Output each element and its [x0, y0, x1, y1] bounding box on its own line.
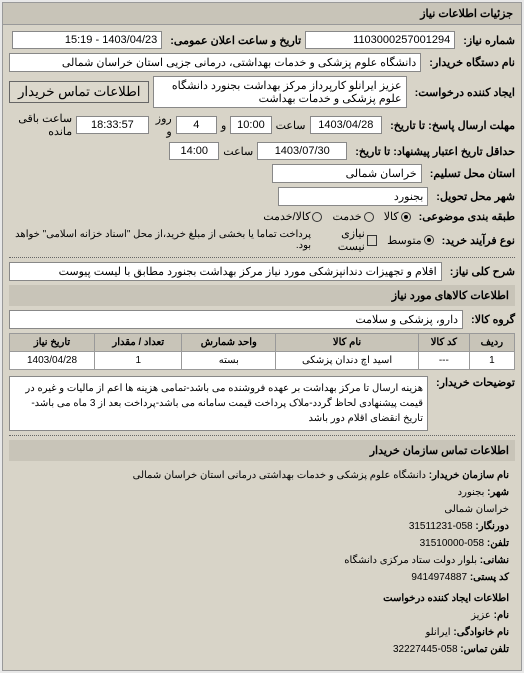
province-label: استان محل تسلیم: — [426, 167, 515, 180]
creator-subtitle: اطلاعات ایجاد کننده درخواست — [15, 590, 509, 607]
contact-info: نام سازمان خریدار: دانشگاه علوم پزشکی و … — [9, 461, 515, 664]
table-header-row: ردیف کد کالا نام کالا واحد شمارش تعداد /… — [10, 334, 515, 352]
row-subject-type: طبقه بندی موضوعی: کالا خدمت کالا/خدمت — [9, 210, 515, 223]
check-none[interactable]: نیازی نیست — [315, 227, 377, 253]
contact-title: اطلاعات تماس سازمان خریدار — [9, 440, 515, 461]
row-notes: توضیحات خریدار: هزینه ارسال تا مرکز بهدا… — [9, 376, 515, 431]
goods-table: ردیف کد کالا نام کالا واحد شمارش تعداد /… — [9, 333, 515, 370]
panel-title: جزئیات اطلاعات نیاز — [3, 3, 521, 25]
radio-khedmat[interactable]: خدمت — [332, 210, 373, 223]
validity-date: 1403/07/30 — [257, 142, 347, 160]
col-unit: واحد شمارش — [182, 334, 276, 352]
announce-field: 1403/04/23 - 15:19 — [12, 31, 162, 49]
row-creator: ایجاد کننده درخواست: عزیز ایرانلو کارپرد… — [9, 76, 515, 108]
process-label: نوع فرآیند خرید: — [438, 234, 515, 247]
creator-field: عزیز ایرانلو کارپرداز مرکز بهداشت بجنورد… — [153, 76, 406, 108]
main-panel: جزئیات اطلاعات نیاز شماره نیاز: 11030002… — [2, 2, 522, 671]
desc-label: شرح کلی نیاز: — [446, 265, 515, 278]
remain-suffix: ساعت باقی مانده — [9, 112, 72, 138]
col-qty: تعداد / مقدار — [95, 334, 182, 352]
col-row: ردیف — [469, 334, 514, 352]
deadline-label: مهلت ارسال پاسخ: تا تاریخ: — [386, 119, 515, 132]
announce-label: تاریخ و ساعت اعلان عمومی: — [166, 34, 301, 47]
validity-time: 14:00 — [169, 142, 219, 160]
contact-button[interactable]: اطلاعات تماس خریدار — [9, 81, 149, 103]
radio-motevaset[interactable]: متوسط — [387, 234, 434, 247]
validity-time-label: ساعت — [223, 145, 253, 158]
goods-title: اطلاعات کالاهای مورد نیاز — [9, 285, 515, 306]
city-field: بجنورد — [278, 187, 428, 206]
group-label: گروه کالا: — [467, 313, 515, 326]
radio-dot-icon — [364, 212, 374, 222]
row-process: نوع فرآیند خرید: متوسط نیازی نیست پرداخت… — [9, 227, 515, 253]
validity-label: حداقل تاریخ اعتبار پیشنهاد: تا تاریخ: — [351, 145, 515, 158]
number-label: شماره نیاز: — [459, 34, 515, 47]
remain-time: 18:33:57 — [76, 116, 149, 134]
row-group: گروه کالا: دارو، پزشکی و سلامت — [9, 310, 515, 329]
deadline-date: 1403/04/28 — [310, 116, 383, 134]
row-number: شماره نیاز: 1103000257001294 تاریخ و ساع… — [9, 31, 515, 49]
number-field: 1103000257001294 — [305, 31, 455, 49]
table-row[interactable]: 1 --- اسید اچ دندان پزشکی بسته 1 1403/04… — [10, 352, 515, 370]
remain-days-label: روز و — [153, 112, 172, 138]
province-field: خراسان شمالی — [272, 164, 422, 183]
row-validity: حداقل تاریخ اعتبار پیشنهاد: تا تاریخ: 14… — [9, 142, 515, 160]
col-code: کد کالا — [418, 334, 469, 352]
buyer-field: دانشگاه علوم پزشکی و خدمات بهداشتی، درما… — [9, 53, 421, 72]
creator-label: ایجاد کننده درخواست: — [411, 86, 515, 99]
checkbox-icon — [367, 235, 377, 246]
notes-text: هزینه ارسال تا مرکز بهداشت بر عهده فروشن… — [9, 376, 428, 431]
process-radio-group: متوسط نیازی نیست — [315, 227, 434, 253]
radio-dot-icon — [401, 212, 411, 222]
row-city: شهر محل تحویل: بجنورد — [9, 187, 515, 206]
time-label: ساعت — [276, 119, 306, 132]
remain-days: 4 — [176, 116, 217, 134]
row-province: استان محل تسلیم: خراسان شمالی — [9, 164, 515, 183]
remain-and: و — [221, 119, 226, 132]
radio-dot-icon — [424, 235, 434, 245]
buyer-label: نام دستگاه خریدار: — [425, 56, 515, 69]
col-date: تاریخ نیاز — [10, 334, 95, 352]
subject-radio-group: کالا خدمت کالا/خدمت — [263, 210, 410, 223]
deadline-time: 10:00 — [230, 116, 271, 134]
radio-kala[interactable]: کالا — [384, 210, 411, 223]
city-label: شهر محل تحویل: — [432, 190, 515, 203]
col-name: نام کالا — [276, 334, 419, 352]
process-note: پرداخت تماما یا بخشی از مبلغ خرید،از محل… — [9, 229, 311, 251]
radio-dot-icon — [312, 212, 322, 222]
desc-field: اقلام و تجهیزات دندانپزشکی مورد نیاز مرک… — [9, 262, 442, 281]
row-buyer: نام دستگاه خریدار: دانشگاه علوم پزشکی و … — [9, 53, 515, 72]
radio-both[interactable]: کالا/خدمت — [263, 210, 322, 223]
subject-type-label: طبقه بندی موضوعی: — [415, 210, 515, 223]
group-field: دارو، پزشکی و سلامت — [9, 310, 463, 329]
row-desc: شرح کلی نیاز: اقلام و تجهیزات دندانپزشکی… — [9, 262, 515, 281]
row-deadline: مهلت ارسال پاسخ: تا تاریخ: 1403/04/28 سا… — [9, 112, 515, 138]
notes-label: توضیحات خریدار: — [432, 376, 515, 389]
